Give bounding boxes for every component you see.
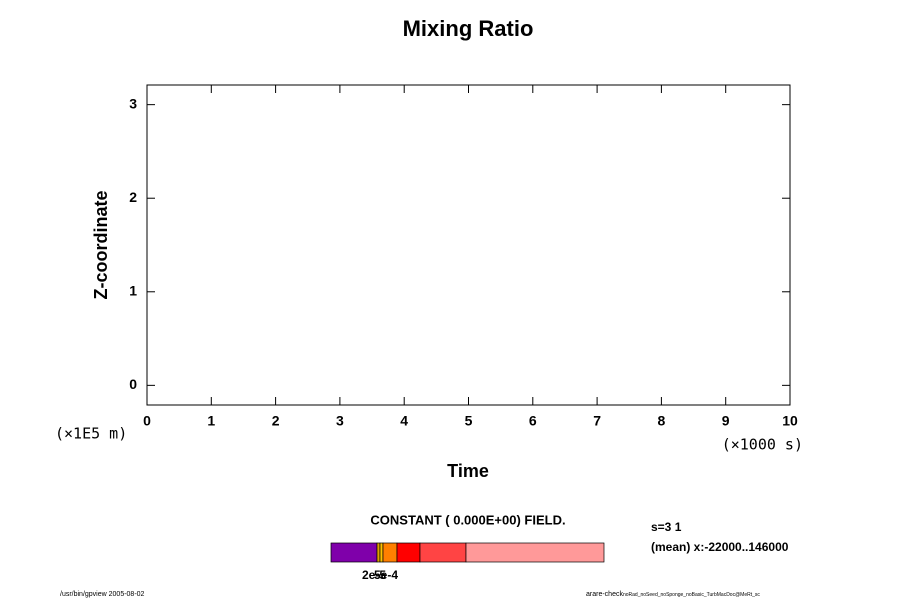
annotation: CONSTANT ( 0.000E+00) FIELD. <box>370 512 565 527</box>
x-tick-label: 2 <box>272 413 280 429</box>
colorbar-segment <box>376 542 381 563</box>
y-tick-label: 2 <box>129 189 137 205</box>
colorbar-segment <box>330 542 378 563</box>
x-unit: (×1000 s) <box>722 436 803 454</box>
y-tick-label: 3 <box>129 95 137 111</box>
y-axis-label: Z-coordinate <box>91 190 111 299</box>
colorbar-label: 2e-5 <box>362 568 386 582</box>
x-tick-label: 10 <box>782 413 798 429</box>
x-tick-label: 6 <box>529 413 537 429</box>
x-tick-label: 5 <box>465 413 473 429</box>
colorbar-segment <box>465 542 605 563</box>
y-tick-label: 0 <box>129 376 137 392</box>
colorbar-segment <box>396 542 421 563</box>
footer-right-sub: noRad_noSeed_noSponge_noBasic_TurbMacDoc… <box>623 592 760 598</box>
x-tick-label: 7 <box>593 413 601 429</box>
info-line: s=3 1 <box>651 520 682 534</box>
footer-left: /usr/bin/gpview 2005-08-02 <box>60 591 145 598</box>
colorbar-label: 5e-4 <box>374 568 398 582</box>
x-tick-label: 9 <box>722 413 730 429</box>
footer-right: arare-checknoRad_noSeed_noSponge_noBasic… <box>586 591 760 598</box>
info-line: (mean) x:-22000..146000 <box>651 540 789 554</box>
x-tick-label: 4 <box>400 413 408 429</box>
colorbar-segment <box>419 542 467 563</box>
x-tick-label: 8 <box>658 413 666 429</box>
x-axis-label: Time <box>447 461 489 481</box>
x-tick-label: 1 <box>207 413 215 429</box>
colorbar-segment <box>379 542 384 563</box>
x-tick-label: 0 <box>143 413 151 429</box>
footer-right-main: arare-check <box>586 591 623 598</box>
chart-title: Mixing Ratio <box>403 16 534 41</box>
plot-frame <box>146 84 791 406</box>
colorbar-segment <box>382 542 398 563</box>
y-unit: (×1E5 m) <box>55 425 127 443</box>
x-tick-label: 3 <box>336 413 344 429</box>
y-tick-label: 1 <box>129 282 137 298</box>
